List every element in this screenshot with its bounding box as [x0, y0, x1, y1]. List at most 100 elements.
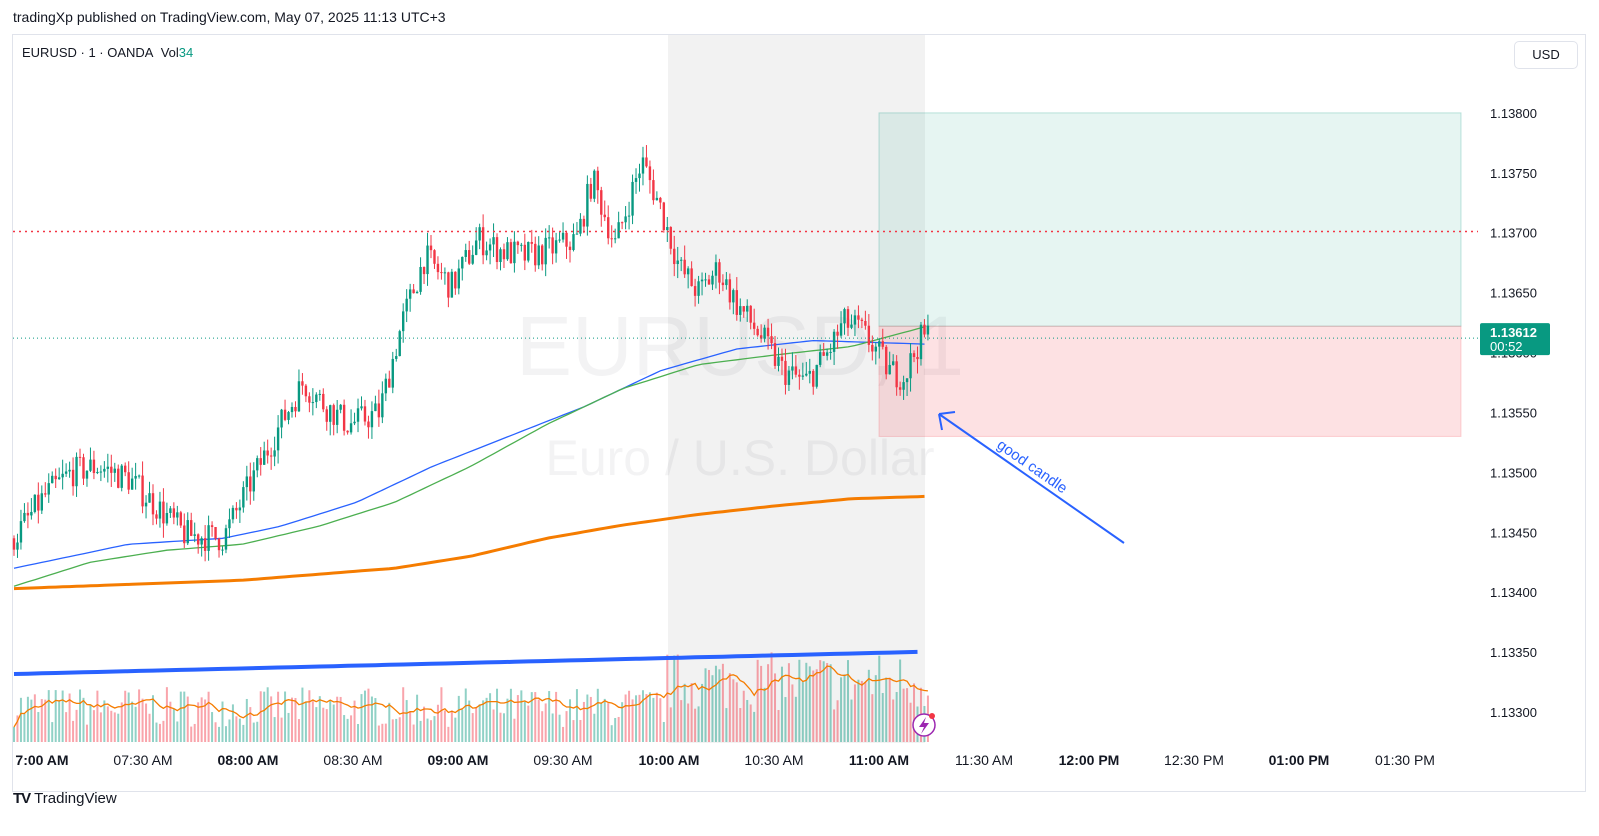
candle-body — [283, 409, 287, 420]
candle-body — [315, 394, 318, 403]
candle-body — [33, 494, 37, 512]
candle-body — [120, 465, 123, 488]
volume-bar — [405, 700, 408, 742]
candle-body — [506, 242, 509, 260]
volume-bar — [683, 683, 686, 742]
candles — [12, 145, 930, 562]
candle-body — [169, 508, 172, 514]
volume-bar — [61, 690, 64, 742]
time-tick-label: 01:30 PM — [1375, 752, 1435, 768]
session-highlight — [668, 35, 925, 743]
candle-body — [280, 409, 283, 428]
candle-body — [443, 272, 447, 274]
candle-body — [82, 457, 85, 479]
candle-body — [888, 364, 891, 375]
candle-body — [898, 387, 902, 390]
candle-body — [134, 475, 137, 479]
candle-body — [777, 356, 780, 366]
volume-bar — [384, 723, 387, 742]
volume-bar — [669, 707, 672, 742]
candle-body — [221, 549, 224, 551]
volume-bar — [687, 703, 690, 742]
price-axis[interactable]: 1.138001.137501.137001.136501.136001.135… — [1480, 106, 1550, 720]
candle-body — [895, 361, 898, 388]
volume-bar — [322, 707, 325, 742]
volume-bar — [826, 663, 829, 742]
candle-body — [749, 305, 752, 323]
annotation-arrow — [938, 411, 1125, 544]
candle-body — [784, 360, 787, 385]
volume-bar — [864, 682, 867, 742]
currency-button[interactable]: USD — [1514, 41, 1578, 69]
volume-bar — [544, 703, 547, 742]
candle-body — [916, 356, 919, 360]
volume-bar — [499, 712, 502, 742]
candle-body — [541, 245, 544, 265]
volume-bar — [482, 700, 485, 742]
candle-body — [652, 180, 655, 201]
candle-body — [666, 227, 669, 231]
volume-bar — [297, 719, 300, 742]
candle-body — [332, 405, 335, 425]
long-position-tool[interactable] — [878, 112, 1462, 437]
take-profit-zone — [878, 112, 1462, 327]
candle-body — [210, 525, 214, 528]
candle-body — [648, 166, 652, 181]
volume-bar — [690, 683, 693, 742]
volume-bar — [569, 699, 571, 742]
candle-body — [912, 353, 916, 357]
volume-bar — [850, 699, 853, 742]
candle-body — [464, 250, 467, 257]
volume-bar — [266, 687, 269, 742]
volume-bar — [885, 677, 888, 742]
candle-body — [148, 493, 151, 503]
volume-bar — [325, 709, 328, 742]
volume-bar — [492, 709, 495, 742]
volume-bar — [808, 666, 811, 742]
volume-bar — [847, 660, 849, 742]
candle-body — [756, 328, 759, 336]
candle-body — [165, 513, 169, 524]
volume-bar — [419, 720, 422, 742]
volume-bar — [33, 694, 36, 742]
volume-bar — [843, 674, 846, 742]
volume-bar — [565, 711, 568, 742]
volume-bar — [464, 688, 467, 742]
candle-body — [256, 458, 259, 471]
horizontal-levels[interactable] — [13, 230, 1478, 339]
price-tick-label: 1.13700 — [1490, 226, 1537, 241]
candle-body — [179, 512, 182, 526]
lightning-icon[interactable] — [912, 713, 936, 737]
candle-body — [655, 197, 659, 201]
volume-bar — [579, 719, 582, 742]
tradingview-brand[interactable]: TV TradingView — [13, 790, 117, 807]
candle-body — [836, 331, 839, 336]
volume-bar — [124, 690, 127, 742]
volume-bar — [575, 689, 578, 742]
candle-body — [801, 375, 805, 377]
time-tick-label: 08:30 AM — [323, 752, 382, 768]
candle-body — [158, 501, 162, 519]
volume-bar — [367, 688, 370, 742]
volume-bar — [791, 684, 794, 742]
price-tick-label: 1.13550 — [1490, 405, 1537, 420]
candle-body — [589, 183, 593, 199]
candle-body — [433, 250, 436, 264]
candle-body — [534, 243, 537, 266]
symbol-legend[interactable]: EURUSD · 1 · OANDA Vol34 — [22, 45, 193, 60]
candle-body — [860, 319, 864, 321]
volume-bar — [273, 717, 276, 742]
candle-body — [520, 244, 523, 246]
volume-bar — [332, 704, 335, 742]
volume-bar — [534, 692, 537, 742]
time-tick-label: 7:00 AM — [15, 752, 68, 768]
volume-bar — [416, 694, 419, 742]
candle-body — [269, 455, 273, 457]
volume-bar — [600, 703, 603, 742]
volume-bar — [19, 697, 22, 742]
volume-bar — [645, 694, 648, 742]
time-axis[interactable]: 7:00 AM 07:30 AM 08:00 AM 08:30 AM 09:00 AM 0… — [15, 752, 1435, 768]
candle-body — [728, 279, 732, 303]
candle-body — [617, 222, 620, 239]
